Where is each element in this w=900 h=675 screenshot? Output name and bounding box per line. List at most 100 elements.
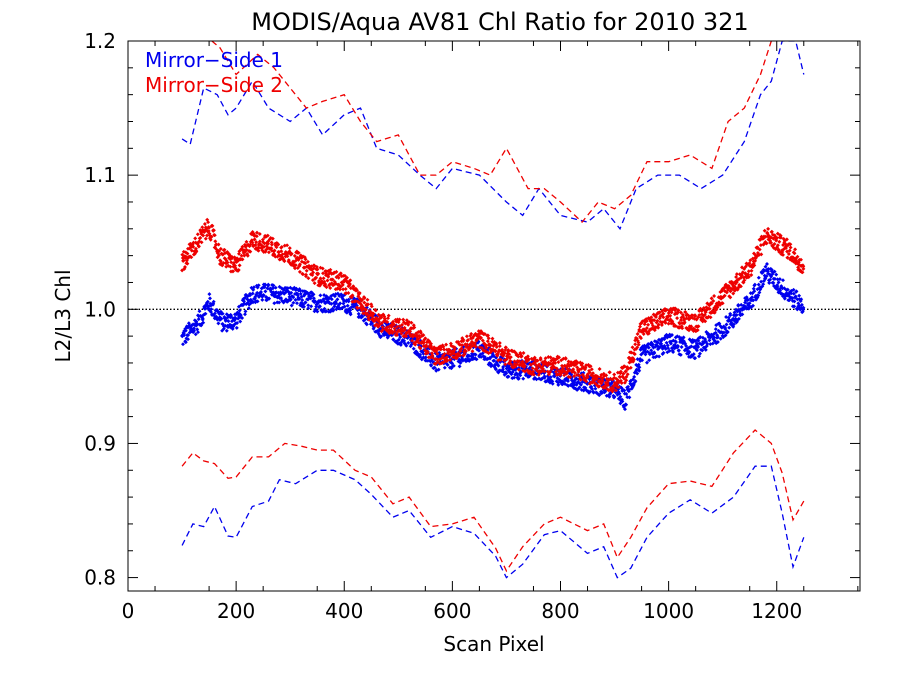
series-1-point bbox=[295, 301, 299, 306]
series-2-point bbox=[214, 242, 219, 247]
series-1-point bbox=[503, 370, 508, 375]
series-1-point bbox=[309, 304, 314, 309]
series-1-point bbox=[242, 299, 246, 304]
series-2-point bbox=[661, 311, 666, 316]
series-1-point bbox=[489, 363, 494, 368]
series-1-point bbox=[181, 342, 185, 347]
series-2-point bbox=[301, 272, 305, 277]
series-2-point bbox=[269, 246, 274, 251]
series-2-point bbox=[189, 255, 194, 260]
series-1-point bbox=[727, 325, 732, 330]
series-2-point bbox=[201, 233, 206, 238]
series-1-point bbox=[647, 358, 652, 363]
series-2-point bbox=[448, 357, 453, 362]
series-2-point bbox=[470, 349, 475, 354]
series-1-point bbox=[480, 351, 485, 356]
series-1-lower-bound-line bbox=[181, 465, 805, 579]
series-2-point bbox=[195, 232, 200, 237]
series-2-lower-bound-line bbox=[181, 429, 805, 573]
series-1-point bbox=[436, 367, 441, 372]
series-1-point bbox=[272, 301, 277, 306]
series-2-point bbox=[386, 313, 391, 318]
series-1-point bbox=[238, 319, 243, 324]
series-2-point bbox=[274, 245, 279, 250]
series-2-point bbox=[494, 341, 499, 346]
series-2-point bbox=[392, 326, 397, 331]
series-1-point bbox=[492, 358, 497, 363]
series-2-point bbox=[785, 255, 790, 260]
series-2-point bbox=[239, 253, 244, 258]
series-2-point bbox=[465, 342, 470, 347]
series-2-point bbox=[199, 240, 204, 245]
series-2-point bbox=[289, 251, 294, 256]
series-1-point bbox=[207, 292, 212, 297]
series-2-point bbox=[218, 246, 223, 251]
series-2-point bbox=[348, 286, 353, 291]
series-2-point bbox=[503, 362, 508, 367]
series-2-point bbox=[357, 291, 362, 295]
series-1-point bbox=[356, 311, 361, 316]
series-1-point bbox=[211, 302, 215, 307]
series-2-point bbox=[217, 249, 221, 254]
series-2-point bbox=[196, 244, 201, 248]
series-2-point bbox=[236, 268, 241, 272]
series-2-point bbox=[198, 235, 203, 240]
series-2-point bbox=[409, 320, 414, 325]
series-1-point bbox=[308, 296, 313, 301]
legend-series-1: Mirror−Side 1 bbox=[145, 48, 283, 72]
series-2-point bbox=[410, 338, 415, 343]
series-2-point bbox=[205, 233, 209, 238]
series-2-point bbox=[484, 345, 489, 350]
y-tick-label: 1.1 bbox=[84, 163, 116, 187]
x-tick-label: 200 bbox=[217, 599, 255, 623]
series-1-point bbox=[329, 297, 334, 302]
series-1-upper-bound-line bbox=[181, 41, 805, 231]
series-2-point bbox=[248, 242, 253, 247]
series-2-point bbox=[343, 287, 348, 291]
series-2-point bbox=[255, 230, 259, 235]
series-2-point bbox=[682, 320, 687, 325]
series-2-point bbox=[269, 242, 274, 247]
series-2-point bbox=[571, 367, 576, 372]
series-1-point bbox=[219, 316, 224, 321]
series-2-point bbox=[209, 234, 214, 239]
series-2-point bbox=[516, 367, 521, 372]
series-2-point bbox=[320, 266, 325, 271]
series-2-point bbox=[605, 383, 610, 388]
y-tick-label: 1.0 bbox=[84, 297, 116, 321]
series-1-point bbox=[623, 407, 627, 412]
series-2-point bbox=[287, 246, 292, 251]
series-2-point bbox=[395, 324, 399, 329]
series-1-point bbox=[763, 264, 768, 269]
series-2-point bbox=[185, 251, 190, 256]
series-2-point bbox=[485, 339, 490, 344]
series-2-point bbox=[784, 237, 789, 242]
series-2-point bbox=[756, 252, 761, 257]
series-2-point bbox=[391, 319, 396, 324]
series-1-point bbox=[197, 309, 202, 314]
series-2-point bbox=[225, 260, 230, 265]
series-1-point bbox=[404, 343, 409, 348]
series-1-point bbox=[243, 309, 248, 314]
y-axis-label: L2/L3 Chl bbox=[51, 269, 75, 362]
series-2-point bbox=[270, 236, 275, 241]
series-2-point bbox=[429, 341, 433, 346]
series-2-point bbox=[488, 343, 493, 348]
series-2-point bbox=[585, 375, 590, 380]
series-2-point bbox=[213, 239, 218, 244]
series-1-point bbox=[200, 317, 205, 322]
series-2-point bbox=[306, 276, 311, 281]
series-2-point bbox=[345, 275, 349, 280]
series-1-point bbox=[220, 311, 225, 316]
series-1-point bbox=[801, 305, 806, 310]
series-2-point bbox=[757, 247, 762, 252]
series-2-point bbox=[417, 335, 422, 340]
series-2-point bbox=[240, 257, 245, 262]
series-2-point bbox=[260, 237, 265, 242]
series-1-point bbox=[496, 363, 501, 368]
series-2-point bbox=[229, 260, 234, 265]
series-2-point bbox=[228, 264, 233, 269]
series-2-point bbox=[330, 277, 335, 282]
y-tick-label: 0.8 bbox=[84, 566, 116, 590]
